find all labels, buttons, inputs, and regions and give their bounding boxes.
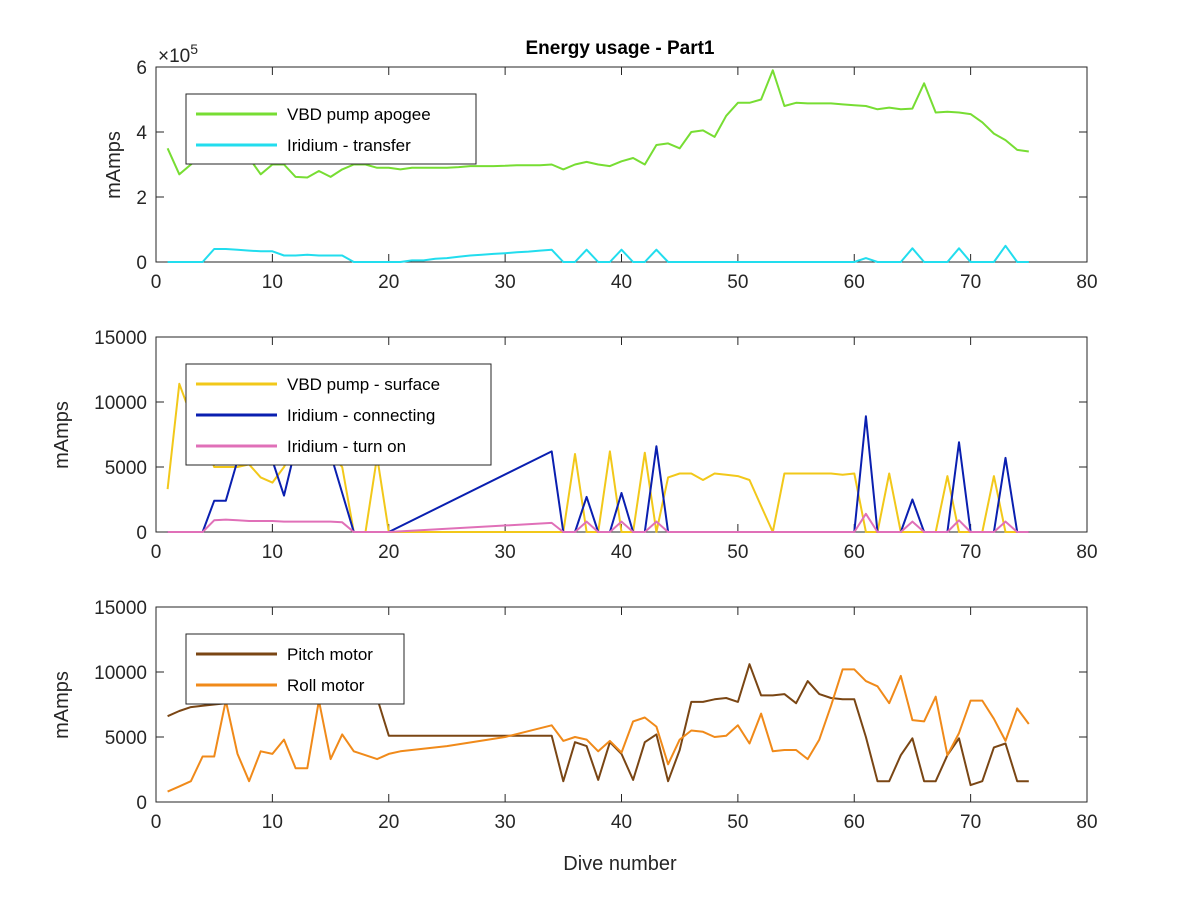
x-tick-label: 70 — [960, 542, 981, 563]
x-tick-label: 30 — [495, 812, 516, 833]
x-tick-label: 0 — [151, 812, 162, 833]
subplot-top: Energy usage - Part1 ×105 mAmps 0 10 20 30 4… — [103, 38, 1098, 293]
subplot-bottom: mAmps Dive number 0 10 20 30 40 50 60 70 80 0 5000… — [51, 598, 1098, 875]
y-tick-label: 6 — [136, 58, 147, 79]
x-tick-label: 50 — [727, 812, 748, 833]
y-exponent-label: ×105 — [158, 41, 198, 67]
legend-box — [185, 93, 477, 165]
legend-label: Iridium - transfer — [287, 136, 411, 155]
x-tick-label: 40 — [611, 812, 632, 833]
y-exponent-base: ×10 — [158, 46, 190, 67]
y-tick-label: 5000 — [105, 458, 147, 479]
x-tick-label: 20 — [378, 542, 399, 563]
y-tick-label: 4 — [136, 123, 147, 144]
x-tick-label: 60 — [844, 542, 865, 563]
y-tick-label: 10000 — [94, 393, 147, 414]
y-tick-label: 5000 — [105, 728, 147, 749]
legend-label: VBD pump apogee — [287, 105, 431, 124]
x-axis-label: Dive number — [563, 853, 677, 875]
y-axis-label-top: mAmps — [103, 131, 125, 199]
x-tick-label: 20 — [378, 272, 399, 293]
series-line — [167, 512, 1029, 533]
series-line — [167, 244, 1029, 263]
series-line — [166, 69, 1029, 179]
x-tick-label: 80 — [1076, 542, 1097, 563]
y-tick-label: 0 — [136, 253, 147, 274]
series-line — [167, 668, 1030, 793]
legend-box — [185, 633, 405, 705]
x-tick-label: 80 — [1076, 812, 1097, 833]
x-tick-label: 70 — [960, 812, 981, 833]
x-tick-label: 10 — [262, 812, 283, 833]
x-tick-label: 80 — [1076, 272, 1097, 293]
y-tick-label: 0 — [136, 523, 147, 544]
x-tick-label: 10 — [262, 272, 283, 293]
subplot-middle: mAmps 0 10 20 30 40 50 60 70 80 0 5000 10000 15000 VB… — [51, 328, 1098, 563]
x-tick-label: 70 — [960, 272, 981, 293]
x-tick-label: 30 — [495, 272, 516, 293]
x-tick-label: 10 — [262, 542, 283, 563]
y-axis-label-middle: mAmps — [51, 401, 73, 469]
x-tick-label: 0 — [151, 272, 162, 293]
x-tick-label: 50 — [727, 272, 748, 293]
x-tick-label: 60 — [844, 272, 865, 293]
legend-label: Roll motor — [287, 676, 365, 695]
y-tick-label: 2 — [136, 188, 147, 209]
x-tick-label: 40 — [611, 542, 632, 563]
x-tick-label: 40 — [611, 272, 632, 293]
legend-label: VBD pump - surface — [287, 375, 440, 394]
legend-label: Pitch motor — [287, 645, 373, 664]
legend-label: Iridium - turn on — [287, 437, 406, 456]
chart-title: Energy usage - Part1 — [525, 38, 714, 59]
y-exponent-power: 5 — [190, 41, 198, 57]
y-tick-label: 15000 — [94, 328, 147, 349]
y-tick-label: 10000 — [94, 663, 147, 684]
x-tick-label: 50 — [727, 542, 748, 563]
x-tick-label: 0 — [151, 542, 162, 563]
x-tick-label: 30 — [495, 542, 516, 563]
y-axis-label-bottom: mAmps — [51, 671, 73, 739]
x-tick-label: 20 — [378, 812, 399, 833]
x-tick-label: 60 — [844, 812, 865, 833]
y-tick-label: 15000 — [94, 598, 147, 619]
y-tick-label: 0 — [136, 793, 147, 814]
legend-label: Iridium - connecting — [287, 406, 435, 425]
